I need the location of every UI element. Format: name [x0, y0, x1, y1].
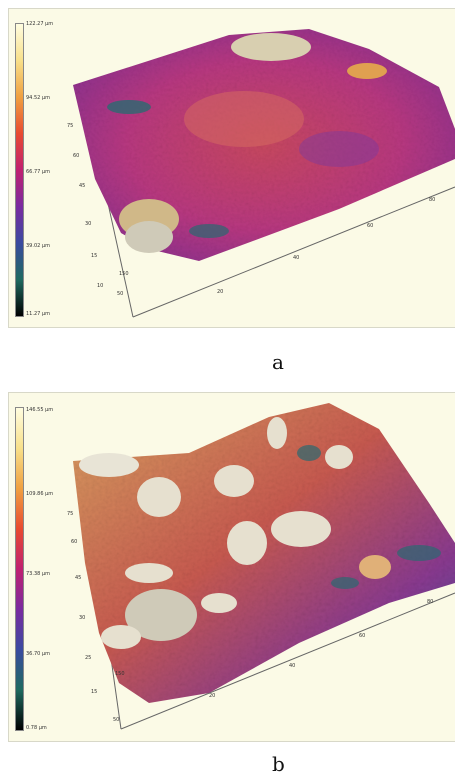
surface-region: [299, 131, 379, 167]
colorbar-tick: 66.77 µm: [26, 169, 50, 175]
surface-peak: [231, 33, 311, 61]
axis-line: [132, 186, 455, 318]
axis-tick: 150: [115, 671, 125, 677]
surface-plot-panel-a: 122.27 µm 94.52 µm 66.77 µm 39.02 µm 11.…: [8, 8, 455, 328]
surface-peak: [125, 563, 173, 583]
surface-peak: [125, 589, 197, 641]
colorbar-tick: 73.38 µm: [26, 571, 50, 577]
colorbar-b: [15, 407, 24, 731]
axis-tick: 25: [85, 655, 92, 661]
surface-peak: [227, 521, 267, 565]
surface-peak: [101, 625, 141, 649]
axis-tick: 15: [91, 253, 98, 259]
colorbar-tick: 122.27 µm: [26, 21, 54, 27]
surface-peak: [347, 63, 387, 79]
axis-tick: 20: [209, 693, 216, 699]
axis-tick: 40: [289, 663, 296, 669]
axis-tick: 50: [117, 291, 124, 297]
surface-peak: [201, 593, 237, 613]
axis-tick: 60: [71, 539, 78, 545]
surface-valley: [331, 577, 359, 589]
colorbar-tick: 94.52 µm: [26, 95, 50, 101]
axis-tick: 75: [67, 123, 74, 129]
colorbar-tick: 36.70 µm: [26, 651, 50, 657]
surface-peak: [271, 511, 331, 547]
surface-peak: [214, 465, 254, 497]
axis-tick: 40: [293, 255, 300, 261]
axis-tick: 80: [429, 197, 436, 203]
axis-tick: 80: [427, 599, 434, 605]
axis-tick: 45: [79, 183, 86, 189]
colorbar-tick: 0.78 µm: [26, 725, 47, 731]
surface-valley: [397, 545, 441, 561]
surface-b-svg: [73, 403, 455, 730]
axis-tick: 20: [217, 289, 224, 295]
axis-tick: 15: [91, 689, 98, 695]
figure-caption-b: b: [272, 752, 285, 776]
axis-tick: 30: [85, 221, 92, 227]
colorbar-a: [15, 23, 24, 317]
axis-tick: 60: [367, 223, 374, 229]
colorbar-tick: 109.86 µm: [26, 491, 54, 497]
surface-peak: [79, 453, 139, 477]
surface-region: [184, 91, 304, 147]
axis-tick: 150: [119, 271, 129, 277]
surface-valley: [107, 100, 151, 114]
colorbar-tick: 146.55 µm: [26, 407, 54, 413]
axis-tick: 60: [73, 153, 80, 159]
axis-tick: 45: [75, 575, 82, 581]
axis-tick: 30: [79, 615, 86, 621]
surface-peak: [137, 477, 181, 517]
surface-a-svg: [73, 29, 455, 318]
surface-valley: [189, 224, 229, 238]
surface-plot-panel-b: 146.55 µm 109.86 µm 73.38 µm 36.70 µm 0.…: [8, 392, 455, 742]
axis-tick: 10: [97, 283, 104, 289]
surface-peak: [267, 417, 287, 449]
surface-peak: [359, 555, 391, 579]
axis-tick: 60: [359, 633, 366, 639]
surface-valley: [297, 445, 321, 461]
axis-line: [120, 592, 455, 730]
surface-peak: [325, 445, 353, 469]
colorbar-tick: 11.27 µm: [26, 311, 50, 317]
surface-peak: [125, 221, 173, 253]
axis-tick: 75: [67, 511, 74, 517]
axis-tick: 50: [113, 717, 120, 723]
figure-caption-a: a: [272, 350, 284, 374]
colorbar-tick: 39.02 µm: [26, 243, 50, 249]
